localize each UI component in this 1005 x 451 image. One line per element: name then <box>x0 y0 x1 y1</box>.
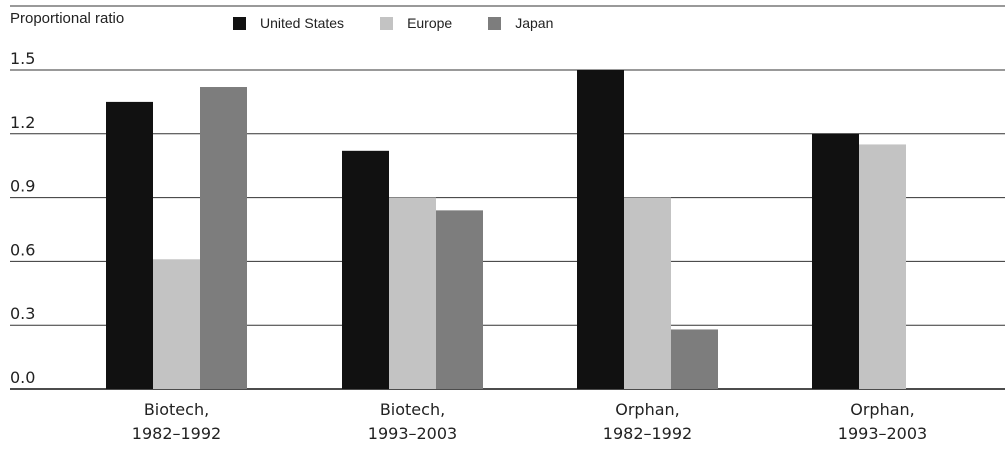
legend-swatch-united-states <box>233 16 246 30</box>
bar-united-states-1 <box>342 150 389 389</box>
x-tick-label: Biotech, 1993–2003 <box>368 400 457 443</box>
x-tick-label: Orphan, 1993–2003 <box>838 400 927 443</box>
y-tick-label: 0.6 <box>10 240 35 259</box>
y-tick-labels: 0.0 0.3 0.6 0.9 1.2 1.5 <box>10 49 35 387</box>
legend-item-japan: Japan <box>488 15 553 31</box>
legend-item-europe: Europe <box>380 15 452 31</box>
y-tick-label: 1.5 <box>10 49 35 68</box>
bar-united-states-2 <box>577 70 624 389</box>
x-tick-label: Biotech, 1982–1992 <box>132 400 221 443</box>
y-tick-label: 0.9 <box>10 177 35 196</box>
legend-swatch-japan <box>488 16 502 30</box>
y-axis-label: Proportional ratio <box>10 10 125 27</box>
bar-europe-0 <box>153 259 200 389</box>
bars <box>106 70 906 390</box>
y-tick-label: 1.2 <box>10 113 35 132</box>
x-tick-labels: Biotech, 1982–1992 Biotech, 1993–2003 Orphan… <box>132 400 927 443</box>
legend-label: Europe <box>407 15 453 31</box>
x-tick-label: Orphan, 1982–1992 <box>603 400 692 443</box>
bar-japan-2 <box>671 329 718 389</box>
legend-label: Japan <box>515 15 554 31</box>
bar-japan-0 <box>200 87 247 389</box>
legend-item-united-states: United States <box>233 15 344 31</box>
bar-europe-1 <box>389 197 436 389</box>
legend-swatch-europe <box>380 16 394 30</box>
bar-japan-1 <box>436 210 483 389</box>
y-tick-label: 0.0 <box>10 368 35 387</box>
legend: United States Europe Japan <box>233 15 589 31</box>
bar-united-states-3 <box>812 133 859 389</box>
bar-europe-3 <box>859 144 906 389</box>
bar-europe-2 <box>624 197 671 389</box>
bar-united-states-0 <box>106 101 153 390</box>
y-tick-label: 0.3 <box>10 304 35 323</box>
legend-label: United States <box>260 15 345 31</box>
